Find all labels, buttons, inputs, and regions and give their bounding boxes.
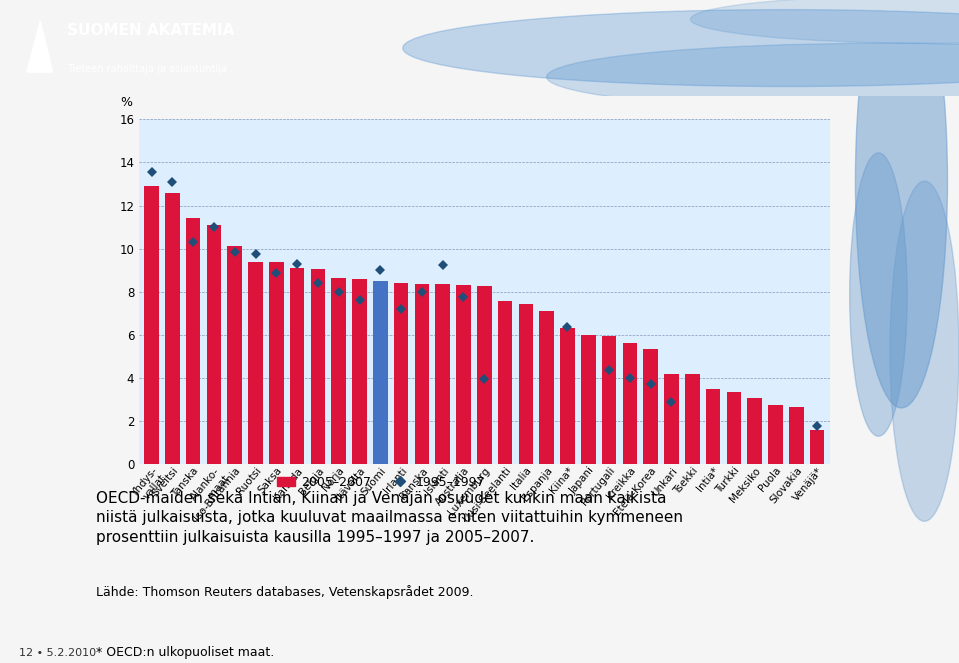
Circle shape <box>547 43 959 111</box>
Bar <box>685 373 699 464</box>
Text: 12 • 5.2.2010: 12 • 5.2.2010 <box>19 648 96 658</box>
Bar <box>165 192 179 464</box>
Circle shape <box>690 0 959 43</box>
Text: %: % <box>120 95 132 109</box>
Text: * OECD:n ulkopuoliset maat.: * OECD:n ulkopuoliset maat. <box>96 646 274 660</box>
Bar <box>144 186 159 464</box>
Bar <box>435 284 450 464</box>
Bar <box>414 284 430 464</box>
Bar <box>809 430 825 464</box>
Text: SUOMEN AKATEMIA: SUOMEN AKATEMIA <box>67 23 235 38</box>
Bar <box>539 311 554 464</box>
Bar <box>290 268 304 464</box>
Bar <box>747 398 762 464</box>
Bar <box>665 373 679 464</box>
Bar <box>727 392 741 464</box>
Text: Lähde: Thomson Reuters databases, Vetenskapsrådet 2009.: Lähde: Thomson Reuters databases, Vetens… <box>96 585 474 599</box>
Bar <box>311 269 325 464</box>
Circle shape <box>890 181 959 521</box>
Text: Tieteen rahoittaja ja asiantuntija: Tieteen rahoittaja ja asiantuntija <box>67 64 227 74</box>
Bar <box>581 335 596 464</box>
Bar <box>622 343 637 464</box>
Bar <box>477 286 492 464</box>
Bar <box>332 278 346 464</box>
Circle shape <box>855 0 947 408</box>
Bar <box>186 218 200 464</box>
Bar <box>269 261 284 464</box>
Bar <box>227 247 242 464</box>
Bar <box>352 278 366 464</box>
Circle shape <box>403 9 959 86</box>
Bar <box>498 302 512 464</box>
Circle shape <box>850 152 907 436</box>
Bar <box>456 285 471 464</box>
Bar <box>394 283 409 464</box>
Polygon shape <box>27 21 53 72</box>
Legend: 2005–2007, 1995–1997: 2005–2007, 1995–1997 <box>271 471 490 494</box>
Text: OECD-maiden sekä Intian, Kiinan ja Venäjän osuudet kunkin maan kaikista
niistä j: OECD-maiden sekä Intian, Kiinan ja Venäj… <box>96 491 683 545</box>
Bar <box>789 407 804 464</box>
Bar <box>768 405 783 464</box>
Bar <box>206 225 222 464</box>
Bar <box>643 349 658 464</box>
Bar <box>560 328 574 464</box>
Bar <box>519 304 533 464</box>
Bar <box>602 336 617 464</box>
Bar <box>706 389 720 464</box>
Bar <box>248 261 263 464</box>
Bar <box>373 281 387 464</box>
